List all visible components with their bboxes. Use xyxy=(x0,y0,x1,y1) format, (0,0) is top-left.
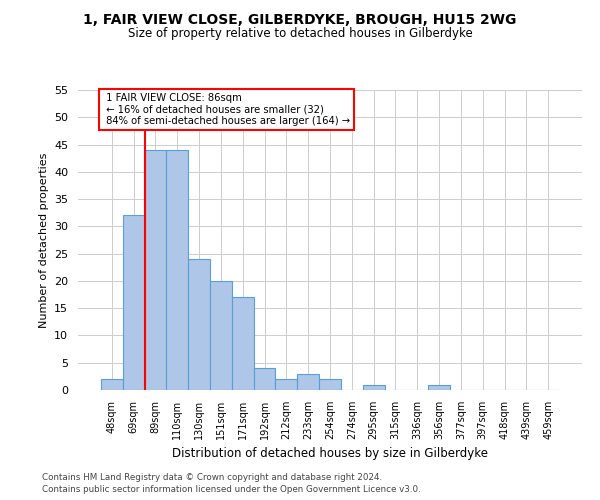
Bar xyxy=(297,374,319,390)
Text: Contains HM Land Registry data © Crown copyright and database right 2024.: Contains HM Land Registry data © Crown c… xyxy=(42,474,382,482)
Bar xyxy=(123,216,145,390)
X-axis label: Distribution of detached houses by size in Gilberdyke: Distribution of detached houses by size … xyxy=(172,448,488,460)
Bar xyxy=(101,379,123,390)
Bar xyxy=(232,298,254,390)
Bar xyxy=(188,259,210,390)
Text: 1, FAIR VIEW CLOSE, GILBERDYKE, BROUGH, HU15 2WG: 1, FAIR VIEW CLOSE, GILBERDYKE, BROUGH, … xyxy=(83,12,517,26)
Bar xyxy=(210,281,232,390)
Bar xyxy=(254,368,275,390)
Text: 1 FAIR VIEW CLOSE: 86sqm
 ← 16% of detached houses are smaller (32)
 84% of semi: 1 FAIR VIEW CLOSE: 86sqm ← 16% of detach… xyxy=(103,92,350,126)
Text: Contains public sector information licensed under the Open Government Licence v3: Contains public sector information licen… xyxy=(42,485,421,494)
Bar xyxy=(428,384,450,390)
Bar xyxy=(319,379,341,390)
Bar xyxy=(275,379,297,390)
Text: Size of property relative to detached houses in Gilberdyke: Size of property relative to detached ho… xyxy=(128,28,472,40)
Bar xyxy=(363,384,385,390)
Bar xyxy=(145,150,166,390)
Bar xyxy=(166,150,188,390)
Y-axis label: Number of detached properties: Number of detached properties xyxy=(38,152,49,328)
